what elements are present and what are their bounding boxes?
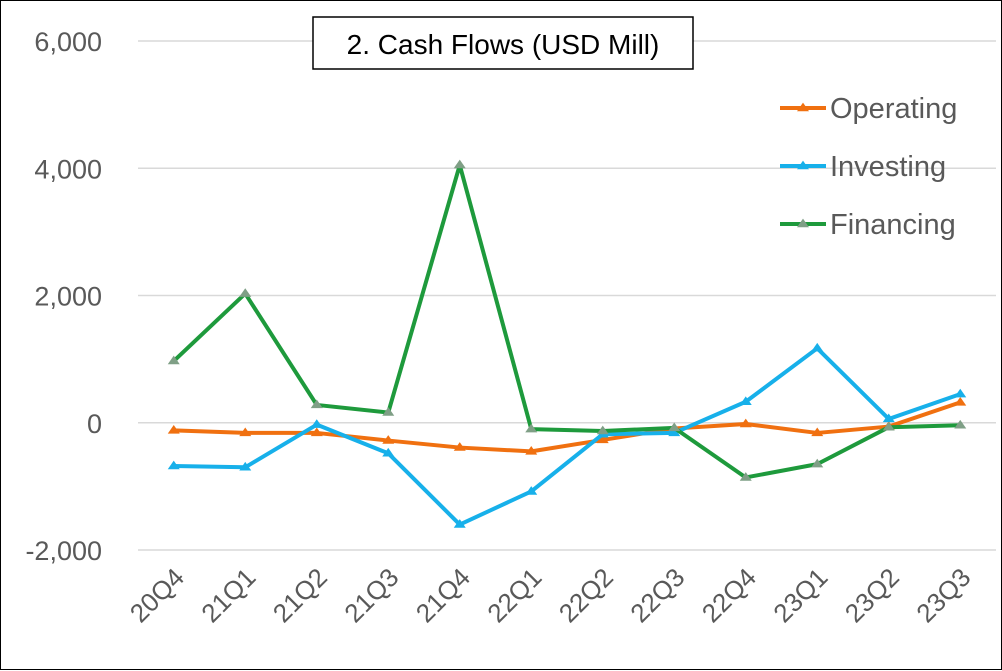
data-point bbox=[596, 425, 609, 435]
data-point bbox=[525, 423, 538, 433]
legend-item: Financing bbox=[780, 209, 956, 241]
data-point bbox=[882, 413, 895, 423]
legend-label: Operating bbox=[830, 93, 957, 125]
x-tick-label: 22Q2 bbox=[553, 562, 619, 628]
data-point bbox=[310, 427, 323, 437]
x-tick-label: 21Q1 bbox=[195, 562, 261, 628]
data-point bbox=[811, 458, 824, 468]
data-point bbox=[596, 434, 609, 444]
y-axis-ticks: -2,000 0 2,000 4,000 6,000 bbox=[25, 27, 102, 566]
series-line bbox=[171, 346, 963, 527]
data-point bbox=[811, 342, 824, 352]
x-tick-label: 20Q4 bbox=[124, 562, 190, 628]
legend: Operating Investing Financing bbox=[780, 93, 957, 241]
data-point bbox=[739, 396, 752, 405]
y-tick-label: 0 bbox=[87, 409, 102, 439]
x-tick-label: 21Q4 bbox=[410, 562, 476, 628]
data-point bbox=[382, 447, 395, 457]
series-operating bbox=[167, 396, 967, 455]
data-point bbox=[739, 472, 752, 481]
x-axis-ticks: 20Q4 21Q1 21Q2 21Q3 21Q4 22Q1 22Q2 22Q3 22Q4 23Q1… bbox=[124, 562, 977, 628]
legend-label: Financing bbox=[830, 209, 956, 241]
legend-label: Investing bbox=[830, 151, 946, 183]
x-tick-label: 22Q1 bbox=[481, 562, 547, 628]
data-point bbox=[239, 288, 252, 297]
data-point bbox=[453, 519, 466, 528]
x-tick-label: 22Q3 bbox=[624, 562, 690, 628]
data-point bbox=[167, 355, 180, 365]
data-point bbox=[310, 419, 323, 428]
legend-item: Operating bbox=[780, 93, 957, 125]
series-layer bbox=[167, 159, 967, 528]
series-line bbox=[171, 163, 963, 480]
y-tick-label: 4,000 bbox=[34, 154, 102, 184]
x-tick-label: 23Q1 bbox=[767, 562, 833, 628]
data-point bbox=[797, 218, 809, 228]
data-point bbox=[525, 445, 538, 455]
data-point bbox=[882, 421, 895, 431]
x-tick-label: 23Q3 bbox=[910, 562, 976, 628]
data-point bbox=[310, 399, 323, 409]
data-point bbox=[739, 418, 752, 428]
data-point bbox=[797, 160, 809, 170]
data-point bbox=[668, 422, 681, 432]
x-tick-label: 21Q3 bbox=[338, 562, 404, 628]
data-point bbox=[811, 427, 824, 437]
data-point bbox=[167, 460, 180, 470]
y-tick-label: -2,000 bbox=[25, 536, 102, 566]
data-point bbox=[239, 427, 252, 437]
x-tick-label: 21Q2 bbox=[267, 562, 333, 628]
data-point bbox=[797, 102, 809, 112]
legend-item: Investing bbox=[780, 151, 946, 183]
series-financing bbox=[167, 159, 967, 481]
data-point bbox=[167, 424, 180, 434]
data-point bbox=[239, 461, 252, 471]
data-point bbox=[954, 388, 967, 398]
y-tick-label: 6,000 bbox=[34, 27, 102, 57]
chart-title-box: 2. Cash Flows (USD Mill) bbox=[312, 16, 694, 70]
series-investing bbox=[167, 342, 967, 528]
data-point bbox=[954, 396, 967, 406]
data-point bbox=[453, 442, 466, 451]
data-point bbox=[382, 407, 395, 416]
x-tick-label: 23Q2 bbox=[839, 562, 905, 628]
data-point bbox=[954, 419, 967, 429]
data-point bbox=[382, 435, 395, 444]
series-line bbox=[171, 400, 963, 454]
data-point bbox=[668, 427, 681, 437]
y-tick-label: 2,000 bbox=[34, 282, 102, 312]
x-tick-label: 22Q4 bbox=[696, 562, 762, 628]
chart-title: 2. Cash Flows (USD Mill) bbox=[347, 29, 660, 60]
data-point bbox=[525, 486, 538, 495]
data-point bbox=[453, 159, 466, 169]
